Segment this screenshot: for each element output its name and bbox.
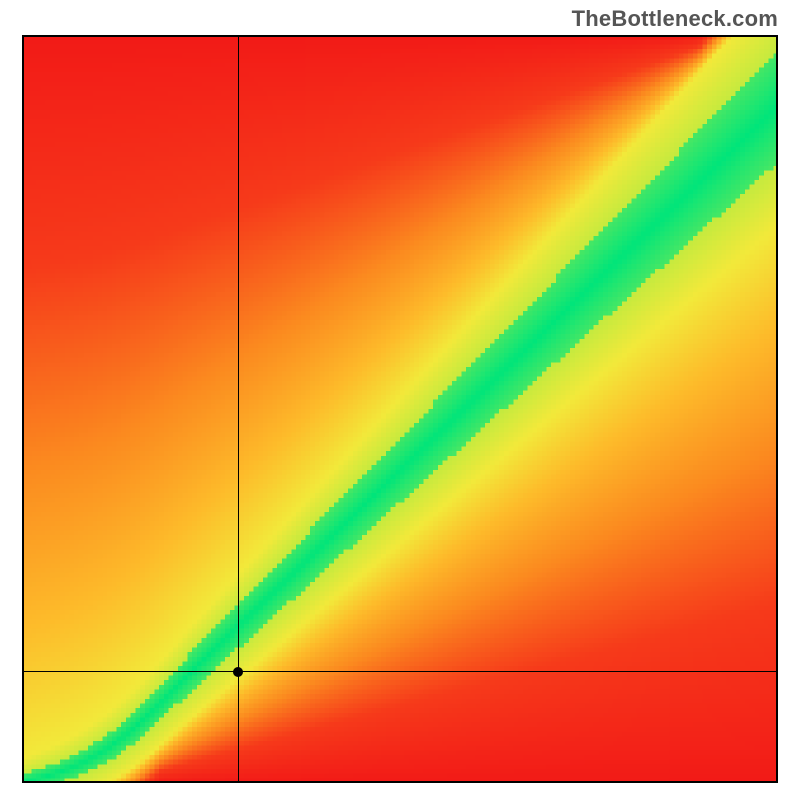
chart-root: { "attribution": { "text": "TheBottlenec… [0, 0, 800, 800]
heatmap-canvas [22, 35, 778, 783]
attribution-text: TheBottleneck.com [572, 6, 778, 32]
plot-area [22, 35, 778, 783]
